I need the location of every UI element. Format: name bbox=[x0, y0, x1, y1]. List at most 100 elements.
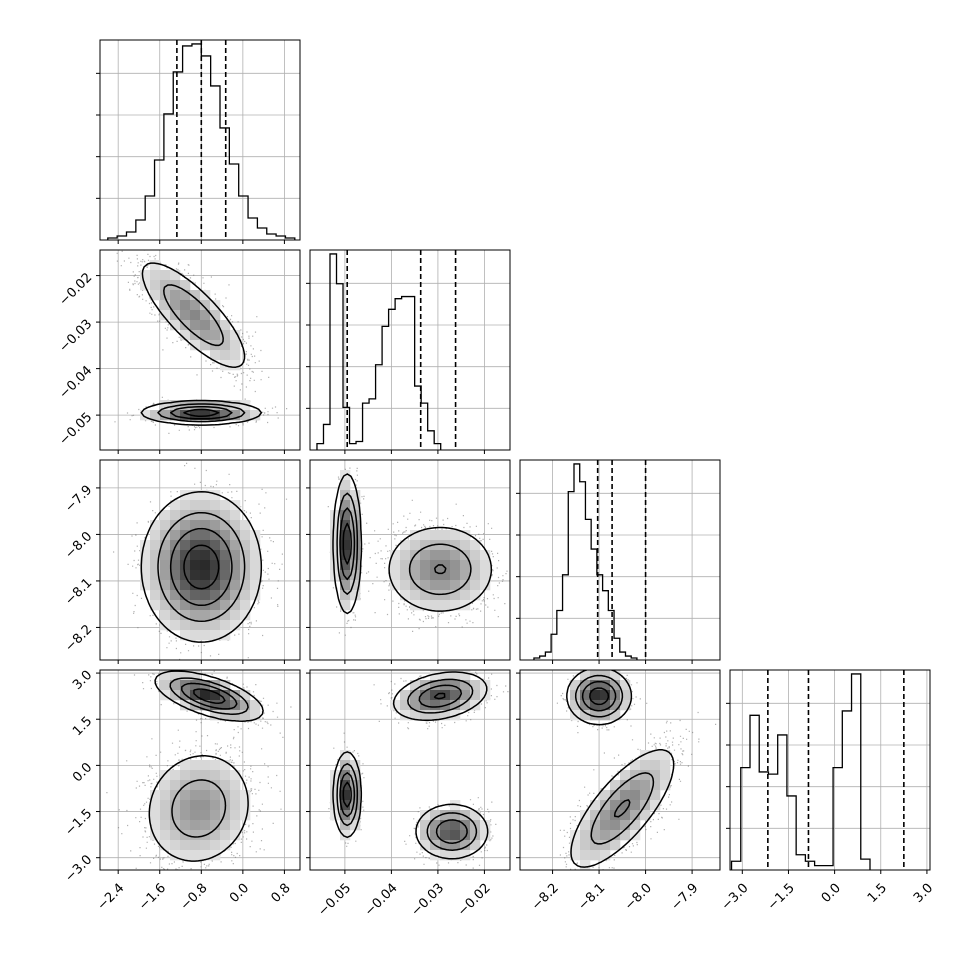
density-cell bbox=[240, 800, 251, 811]
density-cell bbox=[170, 270, 181, 281]
density-cell bbox=[440, 820, 451, 831]
density-cell bbox=[350, 800, 361, 811]
contour-line-0 bbox=[566, 670, 675, 868]
density-cell bbox=[170, 790, 181, 801]
density-cell bbox=[170, 400, 181, 411]
density-cell bbox=[570, 680, 581, 691]
density-cell bbox=[590, 830, 601, 841]
density-cell bbox=[160, 840, 171, 851]
contour-line-3 bbox=[342, 692, 446, 808]
density-cell bbox=[430, 550, 441, 561]
density-cell bbox=[180, 850, 191, 861]
density-cell bbox=[210, 680, 221, 691]
density-cell bbox=[610, 800, 621, 811]
density-cell bbox=[170, 830, 181, 841]
density-cell bbox=[460, 840, 471, 851]
density-cell bbox=[610, 840, 621, 851]
density-cell bbox=[620, 830, 631, 841]
density-cell bbox=[600, 840, 611, 851]
scatter-panel-3-2 bbox=[519, 669, 721, 871]
panel-background bbox=[520, 460, 720, 660]
density-cell bbox=[230, 830, 241, 841]
x-tick-label: −8.0 bbox=[622, 881, 655, 914]
density-cell bbox=[450, 560, 461, 571]
contour-line-2 bbox=[339, 684, 468, 844]
contour-line-1 bbox=[169, 677, 249, 838]
x-tick-label: 0.8 bbox=[268, 881, 293, 906]
density-cell bbox=[200, 800, 211, 811]
density-cell bbox=[170, 290, 181, 301]
density-cell bbox=[610, 680, 621, 691]
density-cell bbox=[220, 600, 231, 611]
density-cell bbox=[220, 700, 231, 711]
density-cell bbox=[420, 810, 431, 821]
density-cell bbox=[390, 560, 401, 571]
density-cell bbox=[450, 540, 461, 551]
density-cell bbox=[610, 830, 621, 841]
density-cell bbox=[460, 690, 471, 701]
density-cell bbox=[610, 820, 621, 831]
density-cell bbox=[190, 300, 201, 311]
panel-content bbox=[327, 467, 508, 636]
density-cell bbox=[200, 320, 211, 331]
contour-line-3 bbox=[589, 687, 610, 706]
density-cell bbox=[440, 840, 451, 851]
density-cell bbox=[230, 780, 241, 791]
density-cell bbox=[620, 690, 631, 701]
density-cell bbox=[420, 570, 431, 581]
density-cell bbox=[220, 820, 231, 831]
density-cell bbox=[340, 580, 351, 591]
density-cell bbox=[210, 610, 221, 621]
density-cell bbox=[150, 830, 161, 841]
density-cell bbox=[160, 520, 171, 531]
density-cell bbox=[570, 840, 581, 851]
density-cell bbox=[210, 560, 221, 571]
density-cell bbox=[440, 530, 451, 541]
density-cell bbox=[150, 820, 161, 831]
density-cell bbox=[330, 550, 341, 561]
density-cell bbox=[430, 580, 441, 591]
x-tick-label: −1.5 bbox=[765, 881, 798, 914]
density-cell bbox=[230, 790, 241, 801]
density-cell bbox=[190, 530, 201, 541]
density-cell bbox=[210, 790, 221, 801]
density-cell bbox=[580, 690, 591, 701]
density-cell bbox=[140, 570, 151, 581]
density-cell bbox=[180, 580, 191, 591]
density-cell bbox=[580, 810, 591, 821]
density-cell bbox=[470, 570, 481, 581]
density-cell bbox=[480, 680, 491, 691]
density-cell bbox=[170, 600, 181, 611]
density-cell bbox=[400, 550, 411, 561]
density-cell bbox=[450, 590, 461, 601]
density-cell bbox=[190, 770, 201, 781]
y-tick-label: −0.03 bbox=[57, 317, 96, 356]
density-cell bbox=[180, 280, 191, 291]
density-cell bbox=[160, 610, 171, 621]
density-cell bbox=[340, 540, 351, 551]
density-cell bbox=[340, 790, 351, 801]
density-cell bbox=[210, 320, 221, 331]
density-cell bbox=[630, 760, 641, 771]
density-cell bbox=[570, 700, 581, 711]
density-cell bbox=[140, 270, 151, 281]
density-cell bbox=[180, 510, 191, 521]
density-cell bbox=[170, 800, 181, 811]
density-cell bbox=[150, 590, 161, 601]
density-cell bbox=[430, 830, 441, 841]
density-cell bbox=[410, 690, 421, 701]
density-cell bbox=[230, 340, 241, 351]
scatter-panel-1-0 bbox=[99, 249, 301, 451]
density-cell bbox=[170, 770, 181, 781]
density-cell bbox=[400, 560, 411, 571]
density-cell bbox=[420, 530, 431, 541]
scatter-panel-2-1 bbox=[309, 459, 511, 661]
density-cell bbox=[350, 530, 361, 541]
density-cell bbox=[620, 770, 631, 781]
density-cell bbox=[570, 850, 581, 861]
contour-line-0 bbox=[140, 262, 263, 426]
density-cell bbox=[190, 810, 201, 821]
density-cell bbox=[180, 590, 191, 601]
density-cell bbox=[200, 590, 211, 601]
density-cell bbox=[250, 580, 261, 591]
